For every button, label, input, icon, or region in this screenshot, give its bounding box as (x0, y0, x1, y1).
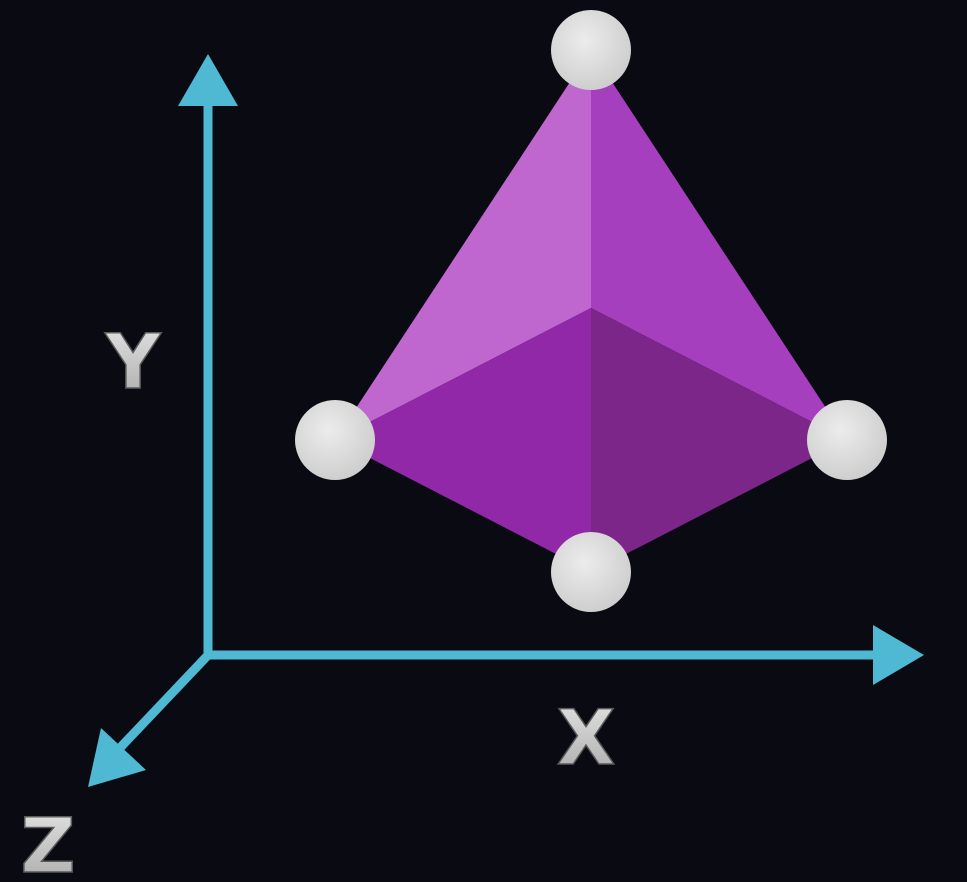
axes (88, 54, 924, 787)
face-top-right (591, 50, 847, 440)
vertex-right (807, 400, 887, 480)
vertex-left (295, 400, 375, 480)
x-axis-label: X (557, 693, 616, 782)
vertex-bottom (551, 532, 631, 612)
z-axis-line (114, 649, 214, 754)
y-axis-arrowhead (178, 54, 238, 106)
tetrahedron (295, 10, 887, 612)
x-axis-arrowhead (873, 625, 924, 685)
z-axis-arrowhead (88, 728, 146, 787)
face-bottom-left (335, 308, 591, 572)
face-bottom-right (591, 308, 847, 572)
y-axis-label: Y (104, 317, 161, 406)
z-axis-label: Z (20, 801, 75, 882)
vertex-top (551, 10, 631, 90)
face-top-left (335, 50, 591, 440)
